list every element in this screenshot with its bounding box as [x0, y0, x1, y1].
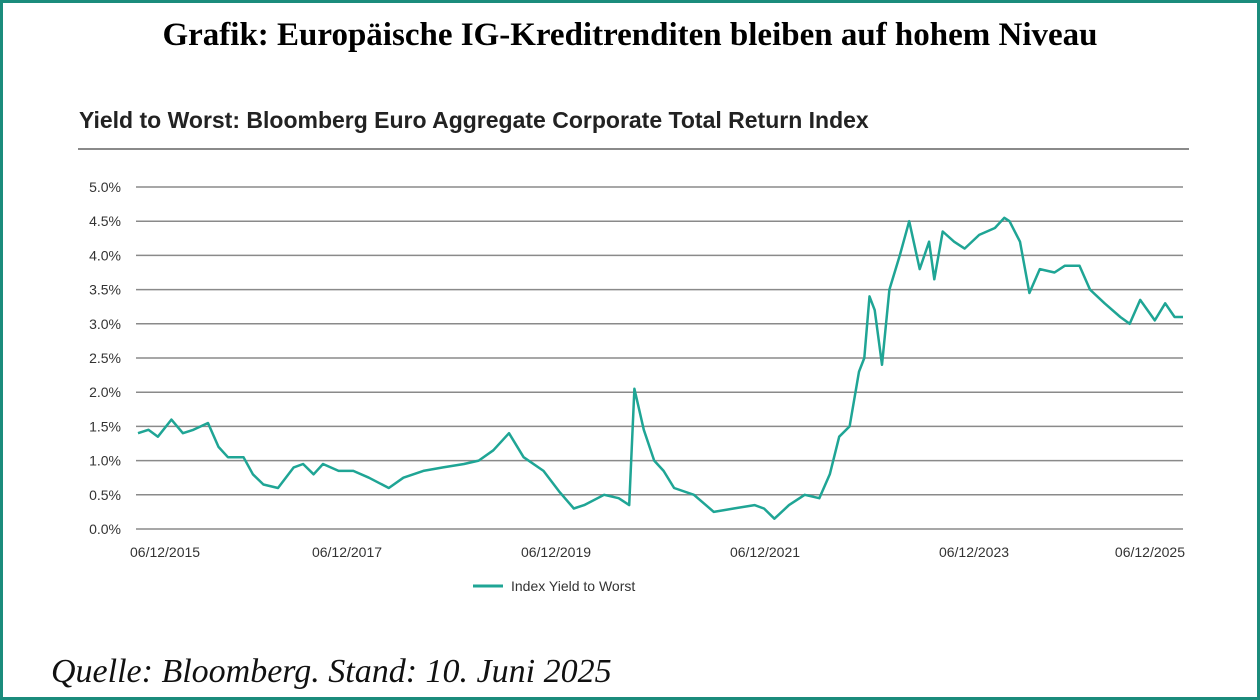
legend: Index Yield to Worst: [473, 578, 635, 594]
x-axis-ticks: 06/12/2015 06/12/2017 06/12/2019 06/12/2021…: [130, 544, 1185, 560]
gridlines: [136, 186, 1183, 530]
x-tick-label: 06/12/2023: [939, 544, 1009, 560]
y-tick-label: 4.0%: [89, 247, 121, 263]
y-tick-label: 3.5%: [89, 282, 121, 298]
y-tick-label: 4.5%: [89, 213, 121, 229]
legend-label: Index Yield to Worst: [511, 578, 635, 594]
y-tick-label: 0.5%: [89, 487, 121, 503]
x-tick-label: 06/12/2017: [312, 544, 382, 560]
x-tick-label: 06/12/2021: [730, 544, 800, 560]
y-tick-label: 2.5%: [89, 350, 121, 366]
y-tick-label: 5.0%: [89, 179, 121, 195]
y-tick-label: 1.5%: [89, 418, 121, 434]
x-tick-label: 06/12/2025: [1115, 544, 1185, 560]
series-line-index-yield-to-worst: [137, 216, 1183, 520]
y-tick-label: 1.0%: [89, 453, 121, 469]
y-tick-label: 0.0%: [89, 521, 121, 537]
y-axis-ticks: 0.0% 0.5% 1.0% 1.5% 2.0% 2.5% 3.0% 3.5% 4.0% 4.5%…: [89, 179, 121, 537]
series-layer: [137, 216, 1183, 520]
line-chart: 0.0% 0.5% 1.0% 1.5% 2.0% 2.5% 3.0% 3.5% 4.0% 4.5%…: [78, 148, 1189, 594]
chart-title: Yield to Worst: Bloomberg Euro Aggregate…: [79, 107, 869, 133]
source-note: Quelle: Bloomberg. Stand: 10. Juni 2025: [51, 653, 612, 690]
y-tick-label: 2.0%: [89, 384, 121, 400]
y-tick-label: 3.0%: [89, 316, 121, 332]
x-tick-label: 06/12/2015: [130, 544, 200, 560]
x-tick-label: 06/12/2019: [521, 544, 591, 560]
main-title: Grafik: Europäische IG-Kreditrenditen bl…: [162, 17, 1098, 53]
